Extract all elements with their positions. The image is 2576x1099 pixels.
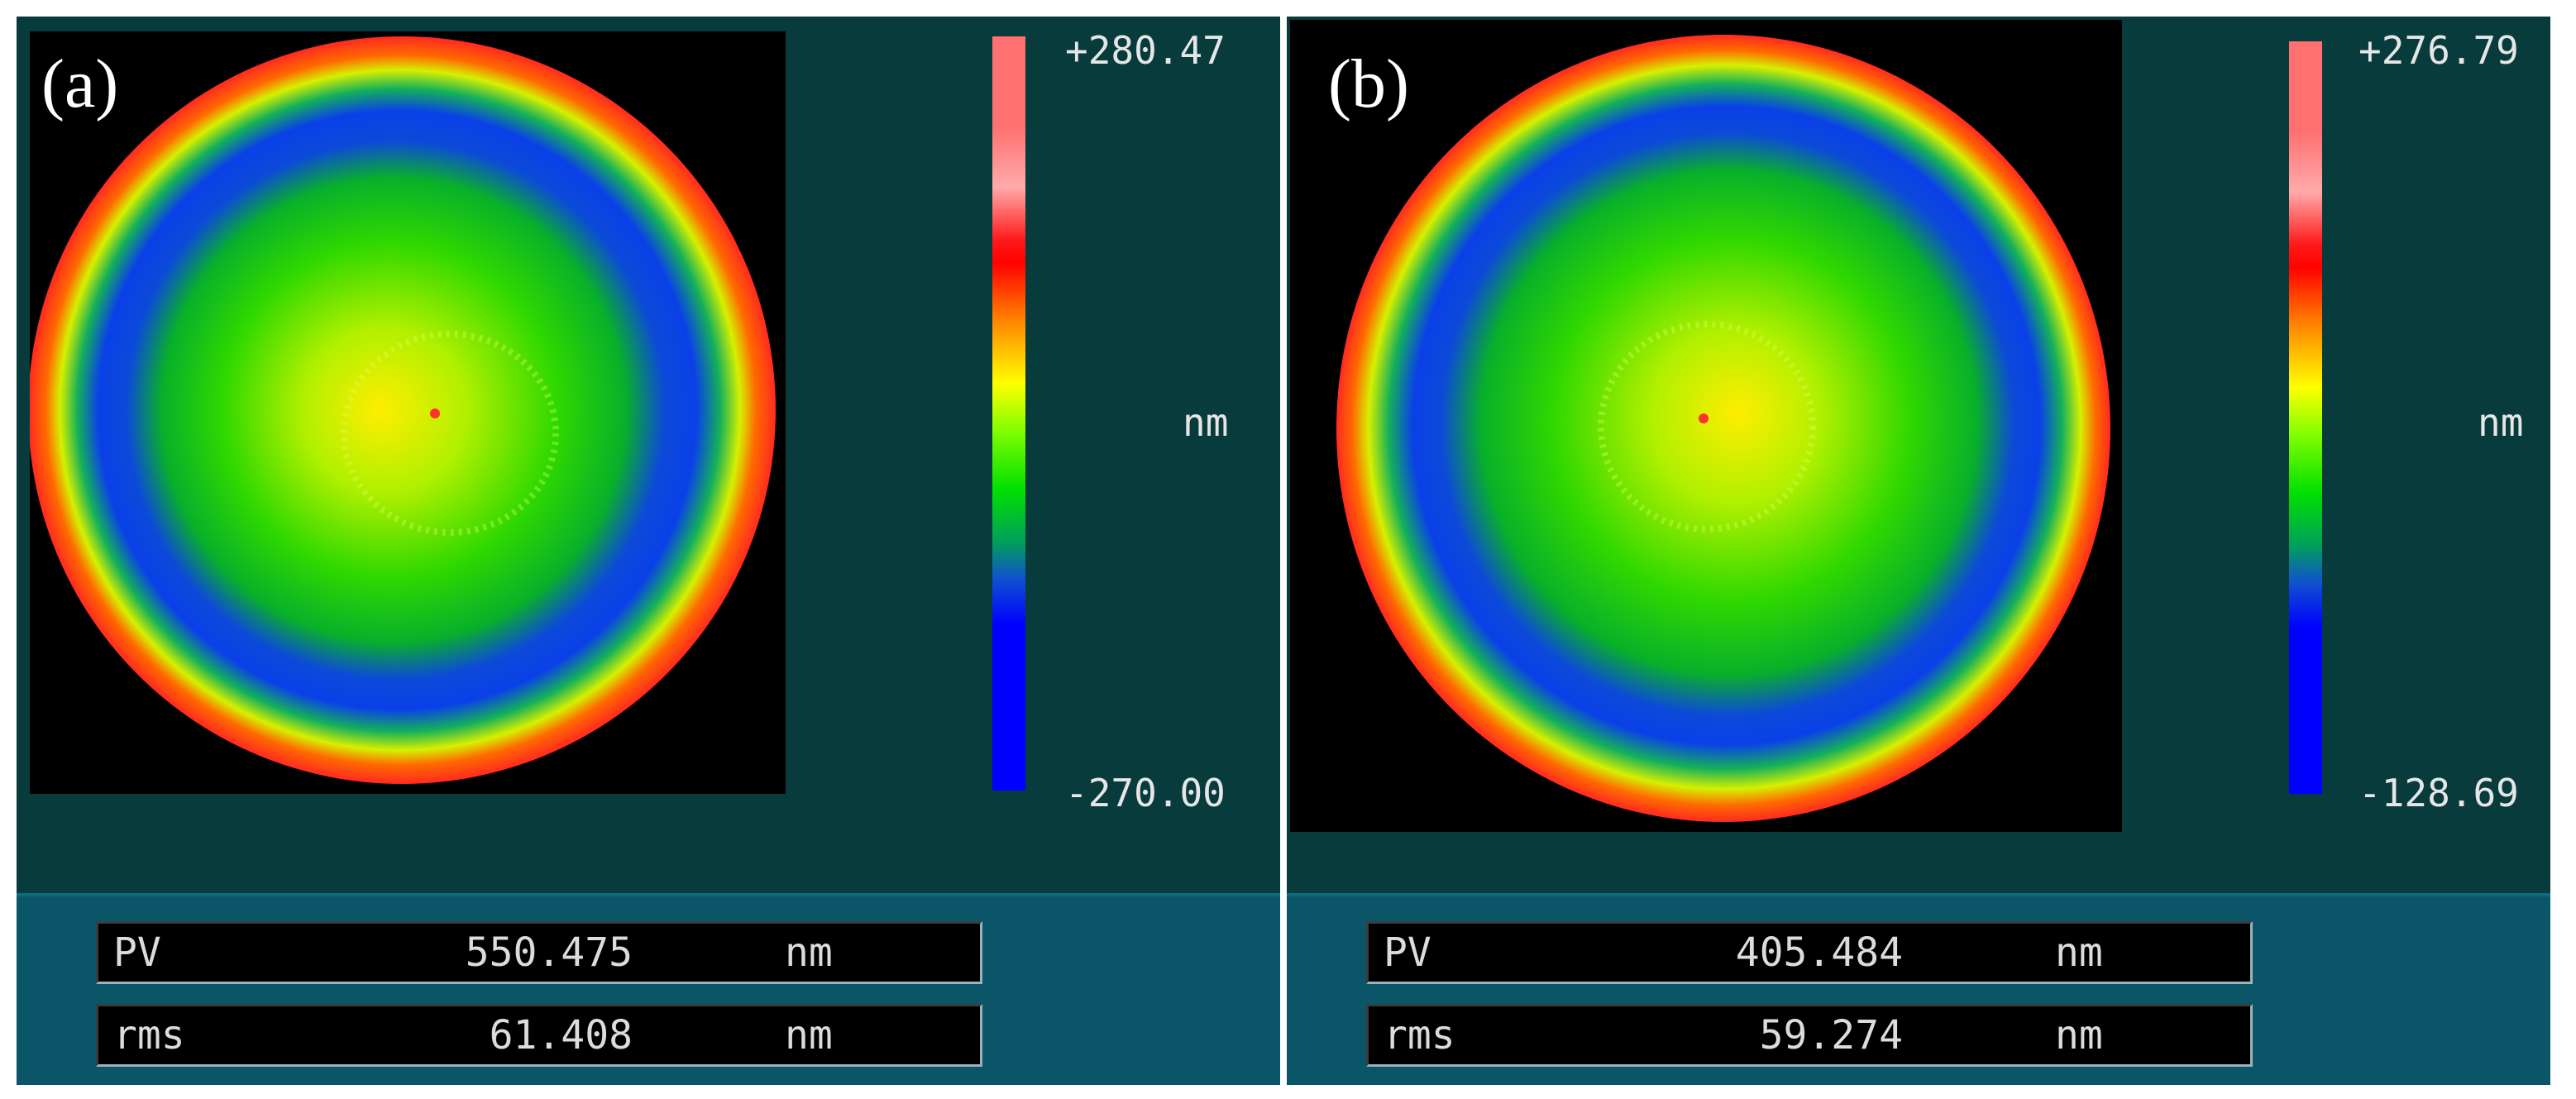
pv-label-b: PV [1384,929,1431,976]
rms-unit-b: nm [2055,1012,2103,1058]
surface-disk-a [30,36,776,784]
rms-value-b: 59.274 [1759,1012,1903,1058]
pv-unit-b: nm [2055,929,2103,976]
rms-readout-a: rms 61.408 nm [96,1004,982,1067]
rms-unit-a: nm [785,1012,833,1058]
panel-label-b: (b) [1328,45,1409,122]
colorbar-a [992,36,1025,791]
colorbar-max-label-b: +276.79 [2359,28,2519,73]
colorbar-max-label-a: +280.47 [1065,28,1226,73]
surface-disk-b [1336,35,2110,822]
interferogram-panel-a: (a) +280.47 nm -270.00 PV 550.475 nm rms… [17,17,1280,1085]
center-spot-b [1699,413,1709,423]
rms-readout-b: rms 59.274 nm [1366,1004,2253,1067]
surface-height-map-a [30,36,776,784]
surface-map-b [1290,20,2122,832]
rms-label-a: rms [113,1012,185,1058]
colorbar-unit-label-b: nm [2478,400,2524,445]
center-spot-a [430,409,440,418]
surface-height-map-b [1336,35,2110,822]
surface-map-a [30,31,786,794]
colorbar-min-label-a: -270.00 [1065,771,1226,815]
rms-value-a: 61.408 [489,1012,633,1058]
interferogram-panel-b: (b) +276.79 nm -128.69 PV 405.484 nm rms… [1287,17,2550,1085]
colorbar-b [2289,41,2322,794]
center-ring-b [1598,321,1816,533]
rms-label-b: rms [1384,1012,1455,1058]
center-ring-a [341,331,559,536]
colorbar-min-label-b: -128.69 [2359,771,2519,815]
pv-value-a: 550.475 [465,929,633,976]
pv-readout-b: PV 405.484 nm [1366,921,2253,984]
pv-unit-a: nm [785,929,833,976]
pv-value-b: 405.484 [1735,929,1903,976]
pv-readout-a: PV 550.475 nm [96,921,982,984]
colorbar-unit-label-a: nm [1183,400,1229,445]
pv-label-a: PV [113,929,161,976]
stats-strip-b: PV 405.484 nm rms 59.274 nm [1287,893,2550,1085]
stats-strip-a: PV 550.475 nm rms 61.408 nm [17,893,1280,1085]
panel-label-a: (a) [41,45,119,122]
